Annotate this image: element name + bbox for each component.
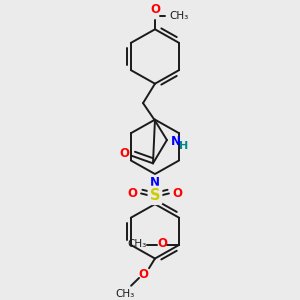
Text: CH₃: CH₃ xyxy=(116,289,135,298)
Text: O: O xyxy=(173,187,183,200)
Text: O: O xyxy=(157,238,167,250)
Text: O: O xyxy=(138,268,148,281)
Text: O: O xyxy=(127,187,137,200)
Text: H: H xyxy=(179,141,188,151)
Text: CH₃: CH₃ xyxy=(128,239,147,249)
Text: O: O xyxy=(150,3,160,16)
Text: N: N xyxy=(171,136,181,148)
Text: S: S xyxy=(150,188,160,203)
Text: CH₃: CH₃ xyxy=(169,11,188,21)
Text: N: N xyxy=(150,176,160,189)
Text: O: O xyxy=(119,147,129,160)
